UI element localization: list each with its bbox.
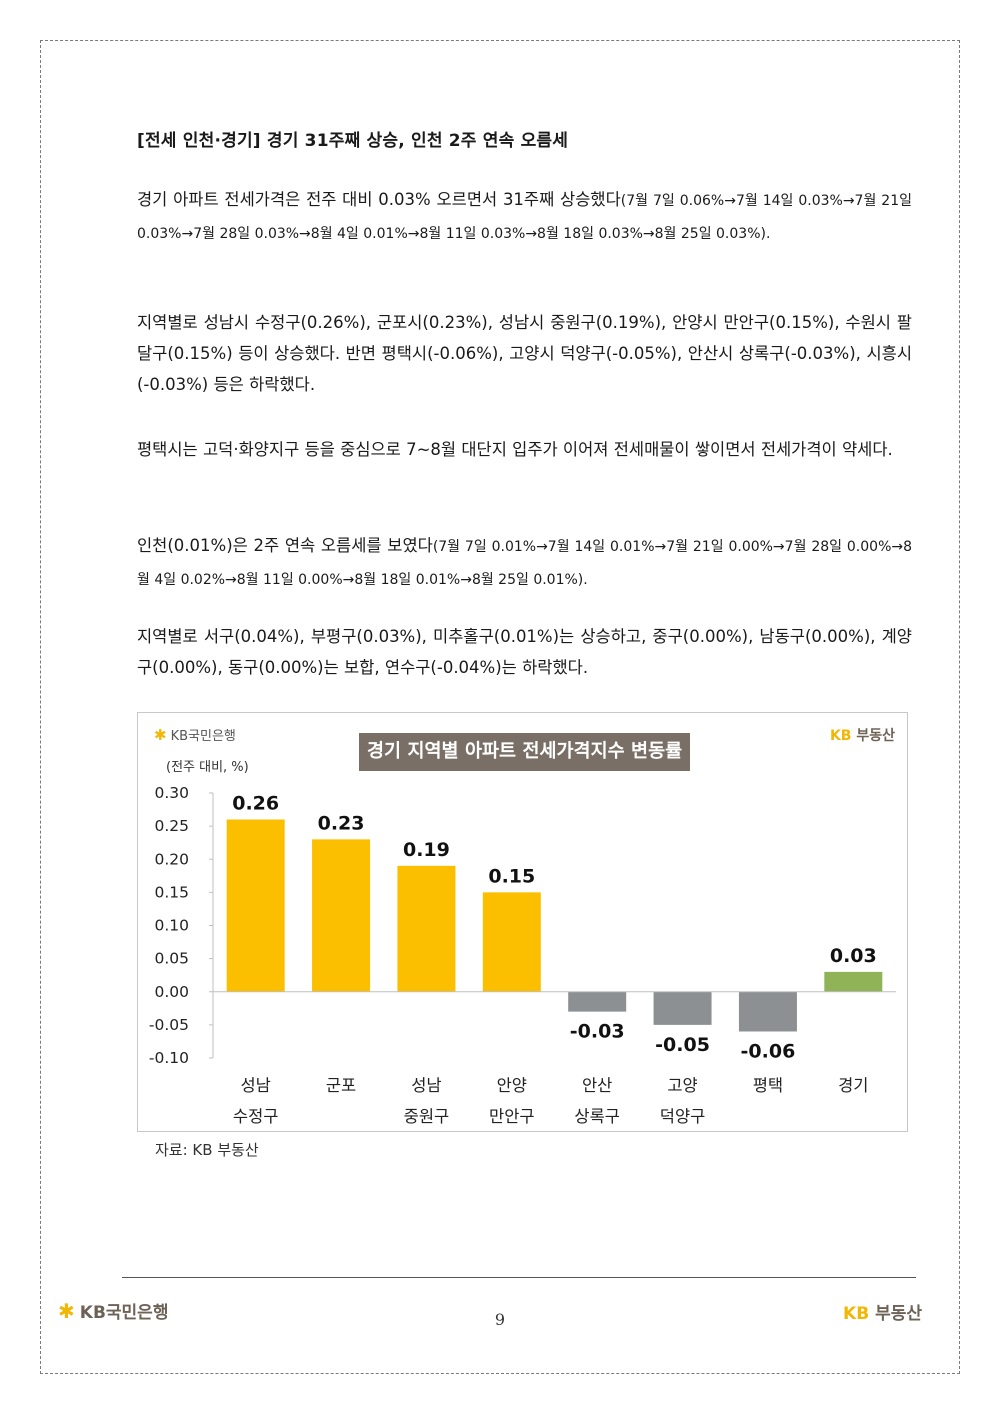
y-tick-label: 0.30 xyxy=(154,784,189,802)
chart-title: 경기 지역별 아파트 전세가격지수 변동률 xyxy=(359,733,691,771)
x-category-label: 덕양구 xyxy=(660,1107,706,1126)
paragraph-incheon-summary: 인천(0.01%)은 2주 연속 오름세를 보였다(7월 7일 0.01%→7월… xyxy=(137,530,912,596)
x-category-label: 성남 xyxy=(241,1076,271,1095)
x-category-label: 경기 xyxy=(838,1076,868,1095)
y-tick-label: 0.10 xyxy=(154,917,189,935)
kb-star-icon: ✱ xyxy=(154,725,167,744)
chart-bank-logo: ✱ KB국민은행 xyxy=(154,725,236,745)
x-category-label: 중원구 xyxy=(404,1107,450,1126)
page-frame xyxy=(40,40,960,1374)
footer-realty-logo: KB 부동산 xyxy=(843,1299,922,1324)
bar xyxy=(653,991,712,1025)
chart-realty-logo-kb: KB xyxy=(829,728,852,744)
x-category-label: 만안구 xyxy=(489,1107,535,1126)
x-category-label: 안양 xyxy=(497,1076,527,1095)
paragraph-pyeongtaek: 평택시는 고덕·화양지구 등을 중심으로 7~8월 대단지 입주가 이어져 전세… xyxy=(137,440,893,459)
bar xyxy=(397,865,456,992)
page-number: 9 xyxy=(494,1310,506,1329)
y-tick-label: 0.20 xyxy=(154,850,189,868)
bar-value-label: 0.15 xyxy=(488,865,535,887)
bar xyxy=(482,892,541,992)
x-category-label: 안산 xyxy=(582,1076,612,1095)
bar xyxy=(568,991,627,1012)
kb-star-icon: ✱ xyxy=(58,1298,75,1323)
paragraph-weekly-detail: (7월 7일 0.06%→7월 14일 0.03%→7월 21일 0.03%→7… xyxy=(137,193,912,242)
bar xyxy=(226,819,285,992)
bar-value-label: -0.05 xyxy=(655,1034,710,1056)
paragraph-gyeonggi-summary: 경기 아파트 전세가격은 전주 대비 0.03% 오르면서 31주째 상승했다(… xyxy=(137,184,912,250)
paragraph-gyeonggi-regions: 지역별로 성남시 수정구(0.26%), 군포시(0.23%), 성남시 중원구… xyxy=(137,313,912,394)
chart-source: 자료: KB 부동산 xyxy=(155,1141,259,1159)
bar-value-label: 0.23 xyxy=(318,812,365,834)
x-category-label: 고양 xyxy=(667,1076,697,1095)
x-category-label: 군포 xyxy=(326,1076,356,1095)
bar xyxy=(738,991,797,1032)
y-tick-label: -0.05 xyxy=(149,1016,189,1034)
y-tick-label: 0.05 xyxy=(154,950,189,968)
x-category-label: 평택 xyxy=(753,1076,783,1095)
y-tick-label: 0.15 xyxy=(154,883,189,901)
bar-chart: 0.30 0.25 0.20 0.15 0.10 0.05 0.00 -0.05 -0.10 0.… xyxy=(149,784,896,1126)
x-category-label: 상록구 xyxy=(574,1107,620,1126)
footer-divider xyxy=(122,1277,916,1278)
footer-realty-logo-kb: KB xyxy=(843,1304,870,1324)
y-tick-label: 0.25 xyxy=(154,817,189,835)
chart-container: 0.30 0.25 0.20 0.15 0.10 0.05 0.00 -0.05 -0.10 0.… xyxy=(137,712,908,1132)
chart-unit-label: (전주 대비, %) xyxy=(166,760,249,775)
paragraph-main-text: 경기 아파트 전세가격은 전주 대비 0.03% 오르면서 31주째 상승했다 xyxy=(137,190,621,209)
chart-realty-logo-text: 부동산 xyxy=(856,728,895,744)
bar-value-label: 0.03 xyxy=(830,945,877,967)
footer-bank-logo-text: KB국민은행 xyxy=(79,1303,169,1323)
paragraph-incheon-regions: 지역별로 서구(0.04%), 부평구(0.03%), 미추홀구(0.01%)는… xyxy=(137,627,912,677)
paragraph-main-text: 인천(0.01%)은 2주 연속 오름세를 보였다 xyxy=(137,536,433,555)
bar xyxy=(824,971,883,992)
bar-value-label: -0.03 xyxy=(570,1021,625,1043)
footer-bank-logo: ✱ KB국민은행 xyxy=(58,1298,169,1324)
x-category-label: 성남 xyxy=(411,1076,441,1095)
section-heading: [전세 인천·경기] 경기 31주째 상승, 인천 2주 연속 오름세 xyxy=(137,131,569,151)
x-category-label: 수정구 xyxy=(233,1107,279,1126)
chart-realty-logo: KB 부동산 xyxy=(830,725,895,745)
y-tick-label: -0.10 xyxy=(149,1049,189,1067)
bar-value-label: 0.19 xyxy=(403,839,450,861)
bar-value-label: 0.26 xyxy=(232,793,279,815)
bar-value-label: -0.06 xyxy=(741,1041,796,1063)
bar xyxy=(312,839,371,992)
paragraph-weekly-detail: (7월 7일 0.01%→7월 14일 0.01%→7월 21일 0.00%→7… xyxy=(137,539,913,588)
y-tick-label: 0.00 xyxy=(154,983,189,1001)
chart-bank-logo-text: KB국민은행 xyxy=(170,729,236,744)
footer-realty-logo-text: 부동산 xyxy=(875,1304,922,1324)
